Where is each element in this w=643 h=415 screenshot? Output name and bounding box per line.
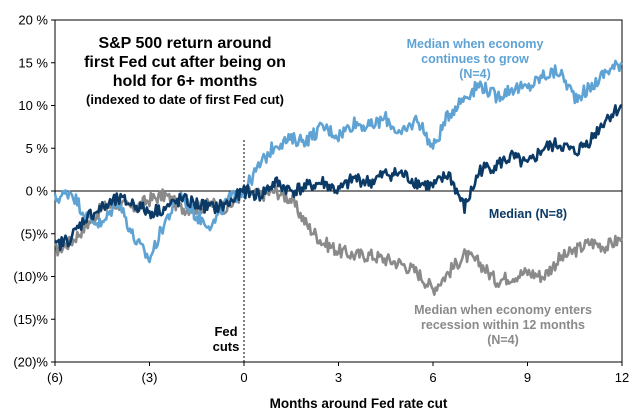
y-tick-label: (15)%	[13, 312, 48, 327]
series-label: Median (N=8)	[489, 207, 567, 221]
series-label: continues to grow	[421, 52, 529, 66]
y-tick-label: 20 %	[18, 13, 48, 28]
axes-layer: 20 % 15 % 10 % 5 % 0 % (5)% (10)% (15)% (20)%(6)…	[13, 13, 629, 412]
y-tick-label: 10 %	[18, 98, 48, 113]
y-tick-label: 15 %	[18, 55, 48, 70]
x-tick-label: 12	[615, 370, 629, 385]
series-label: Median when economy enters	[414, 303, 592, 317]
chart-title: first Fed cut after being on	[84, 54, 286, 71]
series-line	[53, 104, 623, 252]
y-tick-label: 0 %	[26, 184, 49, 199]
text-layer: S&P 500 return around first Fed cut after…	[84, 35, 592, 347]
x-tick-label: 6	[429, 370, 436, 385]
series-layer	[53, 59, 624, 297]
series-label: recession within 12 months	[421, 318, 585, 332]
x-tick-label: (6)	[47, 370, 63, 385]
series-label: (N=4)	[487, 333, 519, 347]
fed-cut-label: cuts	[213, 339, 240, 354]
x-axis-label: Months around Fed rate cut	[270, 396, 448, 411]
y-tick-label: (20)%	[13, 355, 48, 370]
series-line	[53, 59, 623, 264]
x-tick-label: (3)	[142, 370, 158, 385]
chart-title: S&P 500 return around	[98, 35, 271, 52]
fed-cut-label: Fed	[214, 324, 237, 339]
y-tick-label: 5 %	[26, 141, 49, 156]
x-tick-label: 9	[524, 370, 531, 385]
series-label: (N=4)	[459, 67, 491, 81]
chart-title: hold for 6+ months	[113, 73, 258, 90]
chart-subtitle: (indexed to date of first Fed cut)	[86, 92, 284, 107]
series-label: Median when economy	[407, 37, 544, 51]
x-tick-label: 3	[335, 370, 342, 385]
y-tick-label: (5)%	[21, 226, 49, 241]
series-line	[54, 184, 624, 297]
x-tick-label: 0	[240, 370, 247, 385]
y-tick-label: (10)%	[13, 269, 48, 284]
